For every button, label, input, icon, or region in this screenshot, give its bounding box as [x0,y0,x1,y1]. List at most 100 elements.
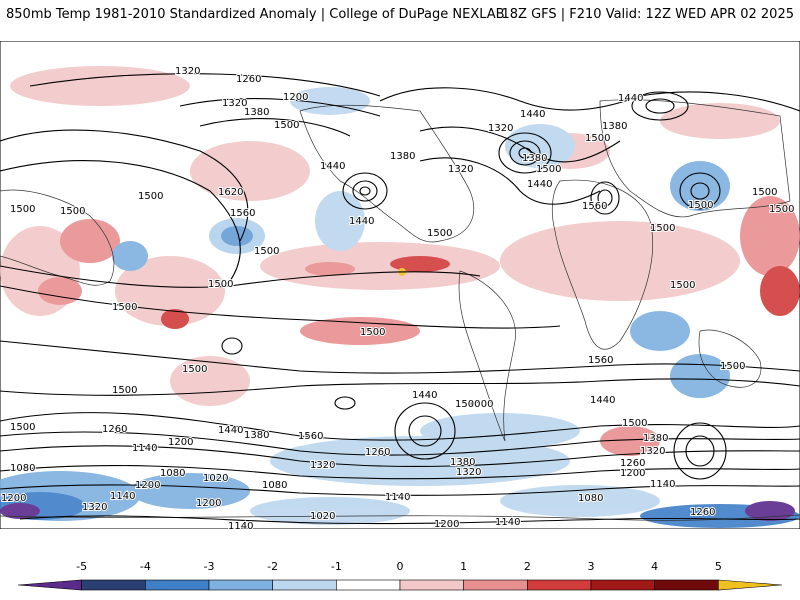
contour-label: 1440 [412,390,437,401]
contour-label: 1200 [168,437,193,448]
contour-label: 1500 [769,204,794,215]
contour-label: 1320 [82,502,107,513]
colorbar-swatch [145,579,210,591]
contour-label: 1380 [602,121,627,132]
contour-label: 1260 [236,74,261,85]
contour-label: 1260 [620,458,645,469]
contour-label: 1380 [244,107,269,118]
height-contours [0,73,800,525]
map-canvas: 1320126012001320138015001440138013201380… [0,41,800,529]
colorbar-swatch [590,579,655,591]
coastlines [0,99,800,521]
colorbar-tick-label: -5 [76,560,88,573]
colorbar-swatch [336,579,401,591]
contour-label: 1440 [218,425,243,436]
colorbar-swatch [654,579,719,591]
contour-label: 1500 [274,120,299,131]
contour-label: 1500 [752,187,777,198]
contour-label: 1560 [230,208,255,219]
contour-label: 1140 [110,491,135,502]
contour-label: 1200 [620,468,645,479]
contour-label: 1440 [590,395,615,406]
contour-label: 1380 [522,153,547,164]
contour-label: 1500 [670,280,695,291]
contour-label: 1500 [138,191,163,202]
colorbar-swatch [208,579,273,591]
colorbar-swatch [272,579,337,591]
contour-label: 1560 [582,201,607,212]
map-title: 850mb Temp 1981-2010 Standardized Anomal… [6,7,505,22]
contour-label: 1440 [618,93,643,104]
colorbar-swatch [718,579,783,591]
contour-label: 1500 [112,302,137,313]
contour-label: 1320 [175,66,200,77]
contour-label: 1500 [536,164,561,175]
contour-label: 1140 [228,521,253,529]
colorbar-swatch [463,579,528,591]
contour-label: 1260 [365,447,390,458]
contour-label: 1620 [218,187,243,198]
contour-label: 1320 [456,467,481,478]
colorbar-swatch [81,579,146,591]
contour-label: 1140 [650,479,675,490]
colorbar-tick-label: -4 [139,560,151,573]
colorbar-tick-label: 4 [651,560,659,573]
colorbar-tick-label: 5 [714,560,722,573]
contour-label: 1320 [310,460,335,471]
contour-label: 1080 [262,480,287,491]
anomaly-colorbar: -5 -4 -3 -2 -1 0 1 2 3 4 5 [0,560,800,600]
contour-label: 1260 [690,507,715,518]
colorbar-tick-label: 2 [523,560,531,573]
contour-label: 1380 [390,151,415,162]
contour-label: 1200 [135,480,160,491]
colorbar-ramp [17,579,783,591]
colorbar-tick-label: 0 [396,560,404,573]
colorbar-tick-labels: -5 -4 -3 -2 -1 0 1 2 3 4 5 [0,560,800,574]
contour-label: 1200 [196,498,221,509]
colorbar-tick-label: 3 [587,560,595,573]
contour-labels: 1320126012001320138015001440138013201380… [0,65,795,529]
contour-label: 1560 [588,355,613,366]
run-info: 18Z GFS | F210 Valid: 12Z WED APR 02 202… [501,7,794,22]
contour-label: 1500 [112,385,137,396]
colorbar-tick-label: -1 [330,560,342,573]
header: 850mb Temp 1981-2010 Standardized Anomal… [0,0,800,30]
contour-label: 1500 [688,200,713,211]
colorbar-swatch [17,579,82,591]
contour-label: 1440 [320,161,345,172]
contour-label: 1200 [434,519,459,529]
contour-label: 1500 [360,327,385,338]
colorbar-swatch [399,579,464,591]
contour-label: 1080 [160,468,185,479]
contour-label: 1380 [450,457,475,468]
contour-label: 1080 [578,493,603,504]
contour-label: 1500 [468,399,493,410]
contour-label: 1260 [102,424,127,435]
contour-label: 1140 [495,517,520,528]
contour-label: 1320 [488,123,513,134]
contour-label: 1020 [310,511,335,522]
contour-label: 1500 [10,422,35,433]
contour-label: 1320 [640,446,665,457]
contour-label: 1500 [254,246,279,257]
anomaly-map[interactable]: 1320 1260 1200 1320 1380 1500 1440 1380 1320 1380… [0,41,800,529]
contour-label: 1440 [349,216,374,227]
colorbar-tick-label: 1 [460,560,468,573]
contour-label: 1500 [622,418,647,429]
contour-label: 1380 [643,433,668,444]
contour-label: 1440 [520,109,545,120]
contour-label: 1500 [455,399,480,410]
contour-label: 1320 [448,164,473,175]
contour-label: 1140 [132,443,157,454]
contour-label: 1200 [1,493,26,504]
contour-label: 1500 [427,228,452,239]
contour-label: 1500 [208,279,233,290]
contour-label: 1380 [244,430,269,441]
colorbar-tick-label: -3 [203,560,215,573]
contour-label: 1500 [60,206,85,217]
contour-label: 1560 [298,431,323,442]
contour-label: 1500 [10,204,35,215]
contour-label: 1500 [720,361,745,372]
contour-label: 1320 [222,98,247,109]
contour-label: 1080 [10,463,35,474]
